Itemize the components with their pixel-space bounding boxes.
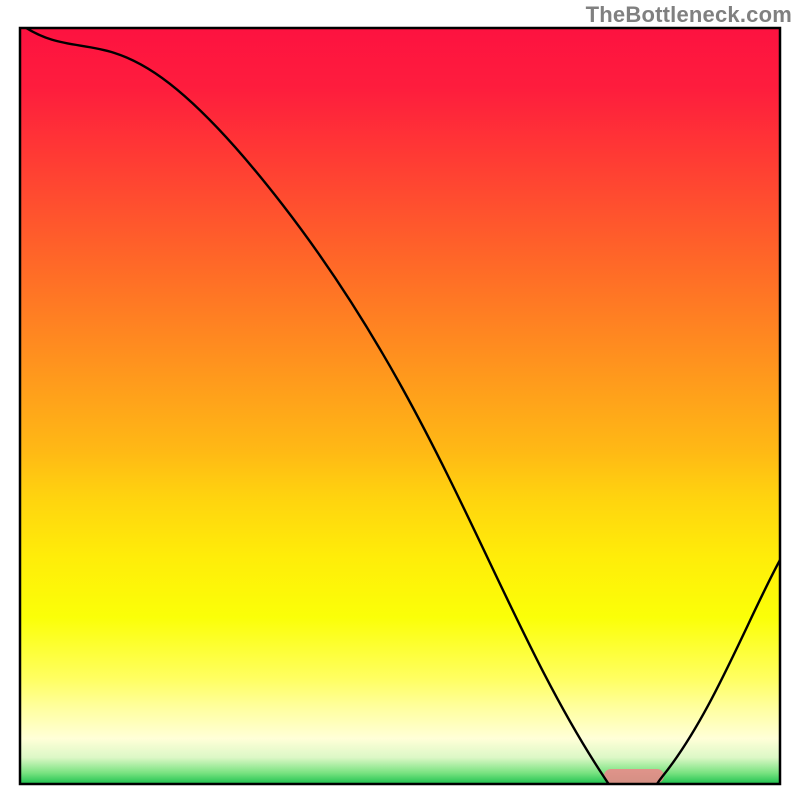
chart-svg [0, 0, 800, 800]
highlight-marker [604, 769, 664, 783]
heatmap-background [20, 28, 780, 784]
chart-container: TheBottleneck.com [0, 0, 800, 800]
